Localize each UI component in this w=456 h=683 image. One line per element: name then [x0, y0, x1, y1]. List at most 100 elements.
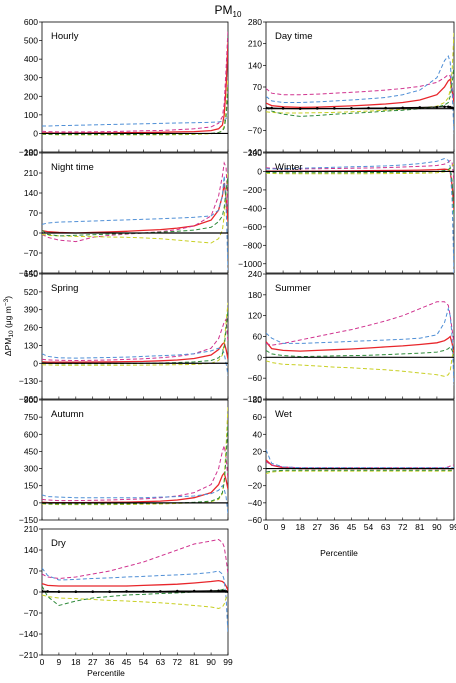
x-tick-label: 27: [313, 522, 323, 532]
y-tick-label: 600: [24, 429, 38, 439]
y-tick-label: 0: [257, 166, 262, 176]
y-tick-label: 400: [24, 54, 38, 64]
series-line-magenta-hourly: [42, 29, 228, 133]
y-tick-label: −140: [19, 629, 38, 639]
y-tick-label: −20: [248, 481, 263, 491]
series-line-red-day-time: [266, 78, 454, 109]
series-line-yellow-hourly: [42, 77, 228, 136]
y-tick-label: 300: [24, 464, 38, 474]
series-line-yellow-dry: [42, 594, 228, 610]
y-tick-label: 0: [33, 358, 38, 368]
series-line-magenta-summer: [266, 301, 454, 346]
x-tick-label: 54: [364, 522, 374, 532]
series-line-yellow-winter: [266, 163, 454, 175]
y-tick-label: 70: [253, 82, 263, 92]
y-tick-label: 750: [24, 412, 38, 422]
series-line-green-spring: [42, 309, 228, 365]
y-axis-label: ΔPM10 (μg m−3): [3, 296, 15, 356]
y-tick-label: −130: [19, 376, 38, 386]
y-tick-label: 210: [24, 524, 38, 534]
y-tick-label: 130: [24, 340, 38, 350]
series-line-yellow-spring: [42, 302, 228, 366]
x-tick-label: 90: [432, 522, 442, 532]
series-line-red-summer: [266, 335, 454, 355]
x-axis-label-right: Percentile: [320, 548, 358, 558]
x-tick-label: 36: [105, 657, 115, 667]
y-tick-label: −60: [248, 373, 263, 383]
panel-autumn: 900 750 600 450 300 150 0 −150 Autumn: [19, 395, 229, 525]
x-tick-label: 81: [189, 657, 199, 667]
panel-label: Summer: [275, 283, 311, 294]
panel-summer: 240 180 120 60 0 −60 −120 Summer: [243, 269, 455, 404]
y-tick-label: 140: [248, 60, 262, 70]
panel-night-time: 280 210 140 70 0 −70 −140 Night time: [19, 148, 229, 278]
x-tick-label: 81: [415, 522, 425, 532]
series-line-blue-summer: [266, 306, 454, 386]
series-line-magenta-autumn: [42, 445, 228, 502]
series-line-red-night-time: [42, 182, 228, 234]
panel-winter: 200 0 −200 −400 −600 −800 −1000 Winter: [238, 148, 455, 274]
y-tick-label: 260: [24, 323, 38, 333]
x-tick-label: 54: [139, 657, 149, 667]
panel-frame: [41, 399, 229, 521]
series-line-blue-night-time: [42, 175, 228, 271]
y-tick-label: 200: [24, 91, 38, 101]
series-line-red-winter: [266, 168, 454, 211]
x-tick-label: 72: [173, 657, 183, 667]
y-tick-label: 300: [24, 73, 38, 83]
series-line-green-dry: [42, 585, 228, 607]
series-line-magenta-dry: [42, 538, 228, 580]
x-tick-label: 18: [71, 657, 81, 667]
y-tick-label: 60: [253, 412, 263, 422]
panel-label: Day time: [275, 31, 312, 42]
y-tick-label: 0: [257, 352, 262, 362]
x-tick-label: 90: [206, 657, 216, 667]
series-line-yellow-summer: [266, 350, 454, 377]
series-line-yellow-wet: [266, 470, 454, 475]
series-line-blue-day-time: [266, 54, 454, 134]
y-tick-label: 140: [24, 545, 38, 555]
y-tick-label: −600: [243, 222, 262, 232]
y-tick-label: 900: [24, 395, 38, 405]
y-tick-label: 280: [248, 17, 262, 27]
y-tick-label: 280: [24, 148, 38, 158]
y-tick-label: 600: [24, 17, 38, 27]
series-marker-point: [443, 105, 446, 109]
series-line-red-hourly: [42, 42, 228, 134]
y-tick-label: 210: [24, 168, 38, 178]
y-tick-label: −120: [243, 394, 262, 404]
panel-frame: [41, 21, 229, 153]
y-tick-label: 70: [29, 208, 39, 218]
y-tick-label: 0: [257, 464, 262, 474]
series-line-magenta-spring: [42, 317, 228, 362]
y-tick-label: 240: [248, 269, 262, 279]
y-tick-label: −1000: [238, 259, 262, 269]
series-line-magenta-night-time: [42, 161, 228, 243]
y-tick-label: 120: [248, 311, 262, 321]
y-tick-label: 70: [29, 566, 39, 576]
svg-text:ΔPM10 (μg m−3): ΔPM10 (μg m−3): [3, 296, 15, 356]
panel-label: Night time: [51, 162, 94, 173]
y-tick-label: 20: [253, 446, 263, 456]
series-line-blue-winter: [266, 157, 454, 273]
panel-label: Hourly: [51, 31, 79, 42]
series-line-blue-hourly: [42, 114, 228, 127]
x-axis-label-left: Percentile: [87, 668, 125, 678]
y-tick-label: 60: [253, 332, 263, 342]
x-tick-label: 99: [223, 657, 233, 667]
y-tick-label: 150: [24, 481, 38, 491]
y-tick-label: −140: [19, 268, 38, 278]
figure-title: PM10: [215, 3, 242, 19]
y-tick-label: −70: [24, 608, 39, 618]
panel-label: Autumn: [51, 409, 84, 420]
x-tick-label: 45: [347, 522, 357, 532]
panel-frame: [41, 273, 229, 400]
x-tick-label: 9: [281, 522, 286, 532]
panel-label: Spring: [51, 283, 78, 294]
series-line-blue-dry: [42, 567, 228, 635]
y-tick-label: 0: [33, 498, 38, 508]
y-tick-label: 80: [253, 395, 263, 405]
y-tick-label: −40: [248, 498, 263, 508]
y-tick-label: −70: [24, 248, 39, 258]
